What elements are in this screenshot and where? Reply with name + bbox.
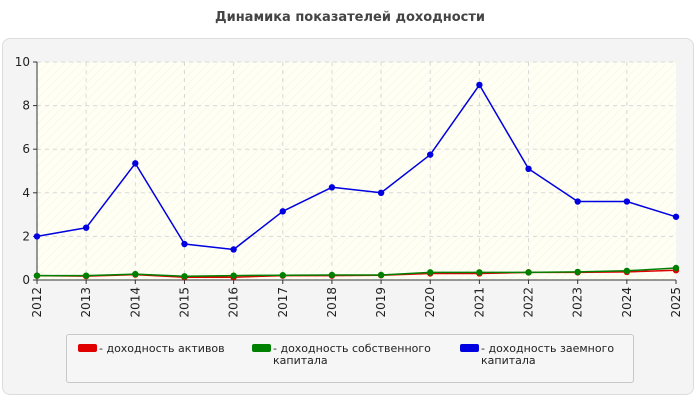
x-tick-label: 2022 bbox=[522, 287, 536, 318]
legend-swatch-debt bbox=[460, 344, 479, 352]
x-tick-label: 2024 bbox=[620, 287, 634, 318]
data-point-series-2 bbox=[328, 271, 336, 279]
data-point-series-2 bbox=[181, 273, 188, 280]
y-tick-label: 10 bbox=[15, 55, 30, 69]
legend-swatch-assets bbox=[78, 344, 97, 352]
data-point-series-2 bbox=[279, 272, 286, 279]
data-point-series-2 bbox=[672, 264, 680, 272]
x-tick-label: 2014 bbox=[128, 287, 142, 318]
legend-label-debt: - доходность заемного капитала bbox=[481, 342, 615, 367]
x-tick-label: 2016 bbox=[227, 287, 241, 318]
legend-swatch-equity bbox=[252, 344, 271, 352]
y-tick-label: 2 bbox=[22, 229, 30, 243]
data-point-series-3 bbox=[574, 198, 581, 205]
data-point-series-2 bbox=[82, 272, 90, 279]
y-tick-label: 4 bbox=[22, 186, 30, 200]
data-point-series-3 bbox=[623, 198, 631, 205]
data-point-series-3 bbox=[82, 224, 90, 231]
x-tick-label: 2020 bbox=[423, 287, 437, 318]
plot-area-hatch bbox=[37, 62, 676, 280]
x-tick-label: 2017 bbox=[276, 287, 290, 318]
data-point-series-2 bbox=[33, 272, 41, 279]
x-tick-label: 2018 bbox=[325, 287, 339, 318]
data-point-series-3 bbox=[181, 240, 188, 248]
data-point-series-2 bbox=[377, 271, 385, 279]
legend: - доходность активов - доходность собств… bbox=[66, 334, 634, 383]
data-point-series-3 bbox=[476, 81, 483, 89]
data-point-series-2 bbox=[476, 269, 483, 276]
x-tick-label: 2013 bbox=[79, 287, 93, 318]
series-layer bbox=[33, 81, 680, 281]
data-point-series-2 bbox=[623, 267, 631, 275]
data-point-series-3 bbox=[132, 160, 139, 167]
data-point-series-3 bbox=[525, 165, 532, 173]
y-tick-label: 0 bbox=[22, 273, 30, 287]
x-tick-label: 2021 bbox=[472, 287, 486, 318]
data-point-series-3 bbox=[33, 233, 41, 240]
data-point-series-3 bbox=[279, 208, 286, 215]
legend-label-assets: - доходность активов bbox=[99, 342, 225, 355]
y-tick-label: 6 bbox=[22, 142, 30, 156]
data-point-series-3 bbox=[427, 151, 434, 158]
x-tick-label: 2019 bbox=[374, 287, 388, 318]
x-tick-label: 2025 bbox=[669, 287, 683, 318]
data-point-series-3 bbox=[328, 184, 336, 191]
x-tick-label: 2023 bbox=[571, 287, 585, 318]
data-point-series-3 bbox=[672, 213, 680, 220]
grid-lines bbox=[37, 61, 676, 280]
data-point-series-2 bbox=[132, 270, 139, 278]
data-point-series-2 bbox=[574, 268, 581, 276]
data-point-series-2 bbox=[427, 269, 434, 276]
x-tick-label: 2015 bbox=[177, 287, 191, 318]
data-point-series-2 bbox=[525, 269, 532, 276]
series-line-3 bbox=[36, 84, 677, 251]
data-point-series-2 bbox=[230, 272, 237, 279]
legend-label-equity: - доходность собственного капитала bbox=[273, 342, 431, 367]
y-tick-label: 8 bbox=[22, 99, 30, 113]
series-line-2 bbox=[37, 267, 677, 278]
x-tick-label: 2012 bbox=[30, 287, 44, 318]
tick-labels: 0 2 4 6 8 10 2012 2013 2014 2015 2016 2017 2018 2019 2… bbox=[15, 55, 683, 318]
chart-title: Динамика показателей доходности bbox=[215, 10, 485, 25]
data-point-series-3 bbox=[377, 189, 385, 196]
axes bbox=[33, 61, 677, 284]
data-point-series-3 bbox=[230, 246, 237, 253]
